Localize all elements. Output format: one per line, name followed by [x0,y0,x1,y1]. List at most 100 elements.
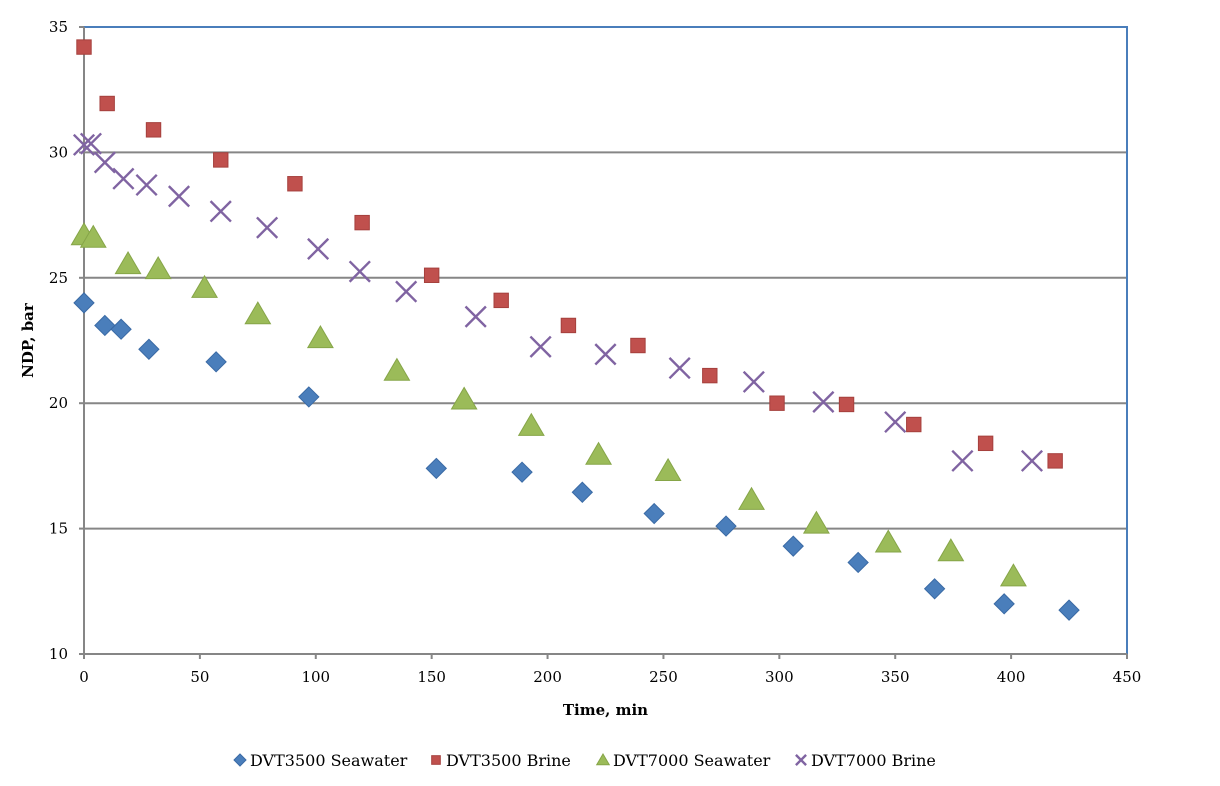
data-point [395,280,418,303]
data-point [529,335,552,358]
data-point [76,39,92,55]
x-tick-label: 50 [190,668,209,686]
data-point [802,510,830,534]
y-tick-label: 15 [49,520,68,538]
x-tick-label: 250 [649,668,678,686]
data-point [425,457,448,480]
data-point [167,185,191,208]
y-tick-label: 35 [49,18,68,36]
data-point [256,216,279,239]
data-point [630,337,646,354]
y-tick-label: 25 [49,269,68,287]
data-point [493,292,509,309]
data-point [993,593,1015,615]
data-point [585,441,613,465]
data-point [205,351,227,373]
data-point [135,173,158,197]
x-tick-label: 0 [79,668,89,686]
legend-item: DVT7000 Seawater [595,751,771,770]
data-point [213,152,229,168]
y-tick-label: 30 [49,143,68,161]
series-triangle [70,222,1027,587]
data-point [93,151,116,174]
legend-label: DVT7000 Seawater [613,751,771,770]
data-point [517,412,545,436]
data-point [144,256,172,280]
data-point [838,396,855,413]
legend-marker [795,754,807,766]
data-point [951,449,974,472]
data-point [571,481,594,503]
data-points [70,39,1080,621]
data-point [906,416,922,433]
data-point [884,410,907,434]
data-point [668,357,691,380]
legend-label: DVT3500 Seawater [250,751,408,770]
data-point [114,251,142,275]
x-tick-label: 100 [301,668,330,686]
data-point [702,367,718,384]
y-tick-label: 10 [49,645,68,663]
data-point [594,343,617,366]
data-point [782,535,804,557]
data-point [73,292,95,314]
data-point [769,395,785,411]
data-point [464,305,487,328]
data-point [287,176,303,192]
series-x [72,132,1044,472]
legend-marker [595,753,611,766]
data-point [145,122,162,138]
plot-area-frame [83,26,1128,655]
x-tick-label: 350 [881,668,910,686]
series-square [76,39,1063,469]
legend: DVT3500 Seawater DVT3500 Brine DVT7000 Sea… [233,751,936,770]
x-tick-label: 300 [765,668,794,686]
data-point [209,200,232,223]
data-point [874,529,902,553]
data-point [738,486,765,510]
x-tick-labels: 0 50 100 150 200 250 300 350 400 450 [79,668,1141,686]
data-point [999,563,1027,587]
data-point [423,267,440,283]
data-point [1047,453,1063,469]
data-point [937,538,965,562]
data-point [72,133,96,156]
data-point [643,502,665,525]
legend-item: DVT7000 Brine [795,751,936,770]
legend-label: DVT7000 Brine [811,751,936,770]
data-point [383,357,411,381]
data-point [1058,599,1080,621]
data-point [79,224,107,248]
data-point [742,370,765,393]
x-tick-label: 450 [1113,668,1142,686]
data-point [977,435,994,452]
axes [79,26,1128,659]
y-tick-label: 20 [49,394,68,412]
legend-item: DVT3500 Brine [431,751,571,770]
x-tick-label: 200 [533,668,562,686]
data-point [654,457,682,482]
y-tick-labels: 10 15 20 25 30 35 [49,18,68,663]
data-point [79,132,103,155]
data-point [348,260,371,283]
data-point [306,324,334,349]
data-point [99,95,115,112]
series-diamond [73,292,1080,621]
data-point [298,386,320,408]
data-point [191,274,218,298]
data-point [112,167,135,190]
data-point [307,237,330,261]
data-point [1020,449,1044,472]
data-point [715,515,737,537]
data-point [94,314,116,337]
legend-label: DVT3500 Brine [446,751,571,770]
legend-marker [233,753,247,767]
data-point [244,301,272,325]
data-point [450,386,478,410]
legend-marker [431,755,441,765]
x-axis-title: Time, min [563,701,648,719]
x-tick-label: 150 [417,668,446,686]
data-point [511,461,533,483]
y-axis-title: NDP, bar [19,302,37,378]
